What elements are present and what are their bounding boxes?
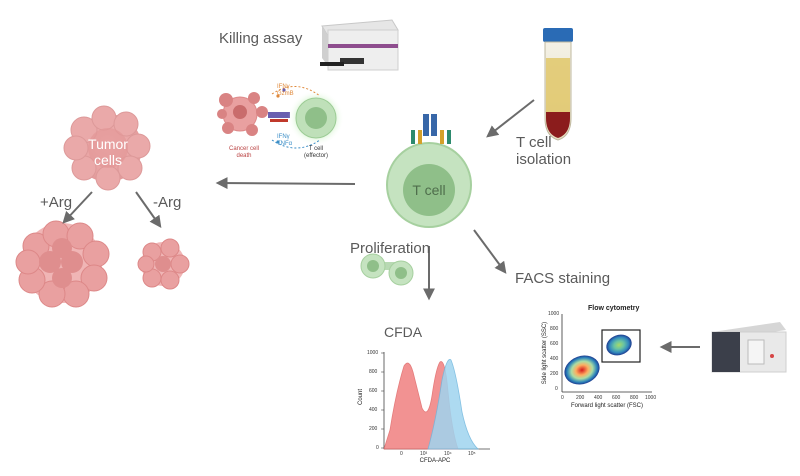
plate-reader-icon bbox=[320, 19, 399, 71]
tumor-cell-cluster bbox=[63, 105, 151, 191]
central-t-cell bbox=[386, 114, 472, 228]
minus-arg-label: -Arg bbox=[153, 194, 182, 211]
flow-ytick-400: 400 bbox=[550, 356, 559, 362]
flow-ytick-200: 200 bbox=[550, 371, 559, 377]
flow-cytometer-icon bbox=[711, 322, 787, 373]
hist-ytick-1000: 1000 bbox=[367, 350, 379, 356]
t-cell-isolation-label-2: isolation bbox=[516, 151, 572, 168]
dividing-cell-icon bbox=[360, 253, 414, 286]
facs-population-gated bbox=[606, 334, 632, 356]
flow-xtick-0: 0 bbox=[561, 395, 564, 401]
facs-gate bbox=[601, 329, 641, 363]
t-effector-label-2: (effector) bbox=[304, 153, 328, 159]
flow-ytick-800: 800 bbox=[550, 326, 559, 332]
arrow-tcell-to-tumor bbox=[215, 177, 356, 190]
blood-tube-icon bbox=[543, 28, 573, 141]
hist-ytick-200: 200 bbox=[369, 426, 378, 432]
tumor-small-minus-arg bbox=[137, 238, 190, 290]
flow-xtick-600: 600 bbox=[612, 395, 621, 401]
hist-ytick-600: 600 bbox=[369, 388, 378, 394]
hist-xtick-0: 0 bbox=[400, 451, 403, 457]
flow-x-axis-label: Forward light scatter (FSC) bbox=[570, 403, 643, 409]
cfda-label: CFDA bbox=[384, 324, 423, 340]
ifn-tnf-label-2: TNFα bbox=[277, 141, 293, 147]
t-effector-label-1: T cell bbox=[308, 146, 324, 152]
hist-y-axis-label: Count bbox=[358, 389, 364, 406]
flow-y-axis-label: Side light scatter (SSC) bbox=[542, 321, 548, 385]
arrow-isolation-to-tcell bbox=[486, 99, 535, 138]
proliferation-label: Proliferation bbox=[350, 240, 431, 257]
tumor-cells-label-2: cells bbox=[93, 152, 122, 168]
cancer-death-label-2: death bbox=[236, 153, 252, 159]
flow-xtick-200: 200 bbox=[576, 395, 585, 401]
flow-xtick-400: 400 bbox=[594, 395, 603, 401]
flow-ytick-0: 0 bbox=[555, 386, 558, 392]
cfda-histogram bbox=[381, 352, 490, 450]
hist-ytick-400: 400 bbox=[369, 407, 378, 413]
hist-ytick-0: 0 bbox=[376, 445, 379, 451]
facs-staining-label: FACS staining bbox=[515, 270, 611, 287]
ifn-gzmb-label-2: GzmB bbox=[277, 91, 294, 97]
t-cell-isolation-label-1: T cell bbox=[516, 134, 552, 151]
flow-plot-title: Flow cytometry bbox=[588, 305, 640, 312]
killing-assay-label: Killing assay bbox=[219, 30, 303, 47]
cancer-death-label-1: Cancer cell bbox=[228, 146, 259, 152]
histogram-blue-series bbox=[427, 359, 480, 450]
tumor-cells-label-1: Tumor bbox=[88, 136, 128, 152]
plus-arg-label: +Arg bbox=[40, 194, 73, 211]
ifn-tnf-label-1: IFNγ bbox=[277, 134, 290, 140]
hist-ytick-800: 800 bbox=[369, 369, 378, 375]
arrow-tcell-to-facs bbox=[473, 229, 507, 274]
hist-xtick-1e4: 10⁴ bbox=[444, 451, 452, 457]
t-cell-label: T cell bbox=[412, 182, 446, 198]
flow-ytick-600: 600 bbox=[550, 341, 559, 347]
flow-xtick-1000: 1000 bbox=[645, 395, 657, 401]
killing-assay-inset bbox=[217, 86, 344, 149]
arrow-to-minus-arg bbox=[135, 191, 162, 228]
hist-x-axis-label: CFDA-APC bbox=[419, 458, 451, 464]
hist-xtick-1e5: 10⁵ bbox=[468, 451, 476, 457]
tumor-large-plus-arg bbox=[15, 220, 110, 308]
flow-xtick-800: 800 bbox=[630, 395, 639, 401]
arrow-to-plus-arg bbox=[62, 191, 93, 224]
flow-ytick-1000: 1000 bbox=[548, 311, 560, 317]
ifn-gzmb-label-1: IFNγ bbox=[277, 84, 290, 90]
facs-population-main bbox=[564, 355, 600, 385]
hist-xtick-1e3: 10³ bbox=[420, 451, 428, 457]
flow-cytometry-plot bbox=[561, 314, 652, 393]
